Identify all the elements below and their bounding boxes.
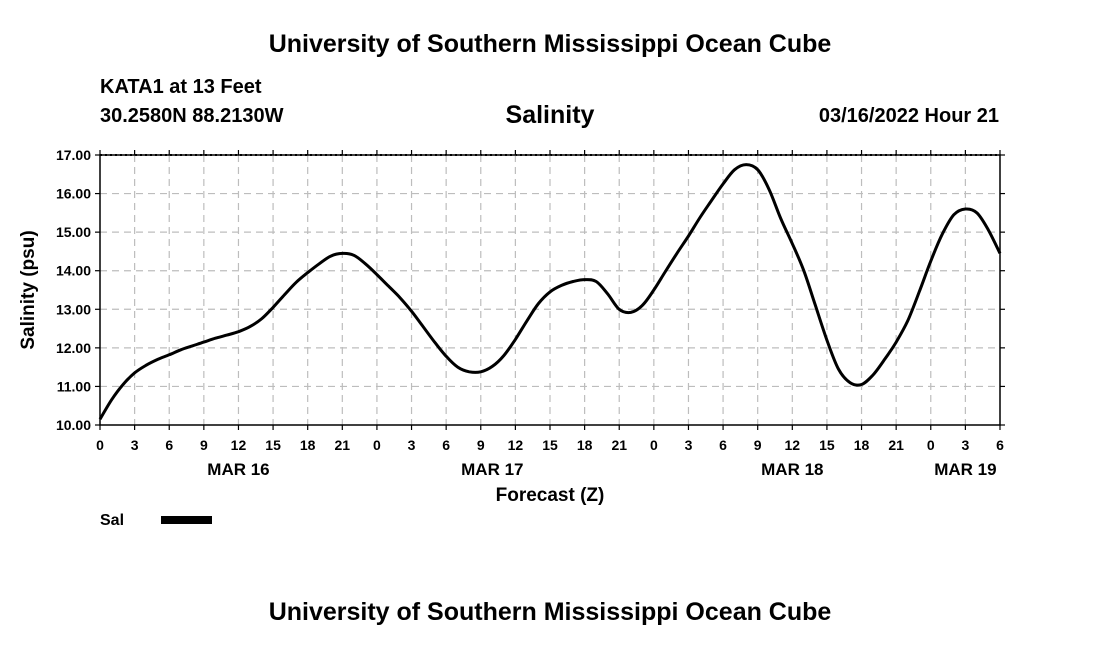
y-axis-label: Salinity (psu) — [18, 230, 39, 349]
legend: Sal — [100, 512, 212, 529]
x-tick-label: 12 — [508, 437, 524, 453]
forecast-datetime: 03/16/2022 Hour 21 — [818, 105, 999, 127]
x-tick-label: 3 — [408, 437, 416, 453]
y-tick-label: 11.00 — [57, 378, 91, 394]
x-tick-label: 6 — [996, 437, 1004, 453]
legend-swatch — [161, 516, 212, 524]
x-tick-label: 12 — [785, 437, 801, 453]
x-tick-label: 12 — [231, 437, 247, 453]
x-tick-label: 21 — [335, 437, 351, 453]
x-tick-label: 21 — [611, 437, 627, 453]
y-tick-label: 10.00 — [56, 417, 91, 433]
x-tick-label: 6 — [442, 437, 450, 453]
axis-ticks: 10.00 11.00 12.00 13.00 14.00 15.00 16.00 17.00… — [56, 147, 1005, 479]
x-tick-label: 0 — [96, 437, 104, 453]
chart-title: Salinity — [505, 101, 595, 129]
series-layer — [98, 163, 1002, 420]
x-axis-label: Forecast (Z) — [496, 485, 605, 506]
x-tick-label: 3 — [131, 437, 139, 453]
footer-title: University of Southern Mississippi Ocean… — [268, 598, 832, 626]
x-tick-label: 0 — [650, 437, 658, 453]
x-tick-label: 15 — [819, 437, 835, 453]
x-tick-label: 18 — [300, 437, 316, 453]
station-coordinates: 30.2580N 88.2130W — [100, 105, 284, 127]
x-tick-label: 9 — [754, 437, 762, 453]
x-tick-label: 18 — [854, 437, 870, 453]
date-label: MAR 18 — [761, 460, 823, 479]
x-tick-label: 0 — [927, 437, 935, 453]
y-tick-label: 13.00 — [56, 301, 91, 317]
x-tick-label: 15 — [265, 437, 281, 453]
date-label: MAR 16 — [207, 460, 269, 479]
page-title: University of Southern Mississippi Ocean… — [268, 30, 832, 58]
y-tick-label: 17.00 — [56, 147, 91, 163]
x-tick-label: 3 — [961, 437, 969, 453]
series-line-sal — [98, 163, 1002, 420]
x-tick-label: 3 — [685, 437, 693, 453]
date-label: MAR 17 — [461, 460, 523, 479]
y-tick-label: 15.00 — [56, 224, 91, 240]
grid — [100, 154, 1000, 425]
x-tick-label: 6 — [165, 437, 173, 453]
date-label: MAR 19 — [934, 460, 996, 479]
y-tick-label: 12.00 — [56, 340, 91, 356]
x-tick-label: 15 — [542, 437, 558, 453]
x-tick-label: 0 — [373, 437, 381, 453]
y-tick-label: 14.00 — [56, 263, 91, 279]
y-tick-label: 16.00 — [56, 186, 91, 202]
x-tick-label: 21 — [888, 437, 904, 453]
x-tick-label: 9 — [200, 437, 208, 453]
x-tick-label: 6 — [719, 437, 727, 453]
x-tick-label: 18 — [577, 437, 593, 453]
x-tick-label: 9 — [477, 437, 485, 453]
station-label: KATA1 at 13 Feet — [100, 76, 262, 98]
legend-label: Sal — [100, 512, 124, 529]
